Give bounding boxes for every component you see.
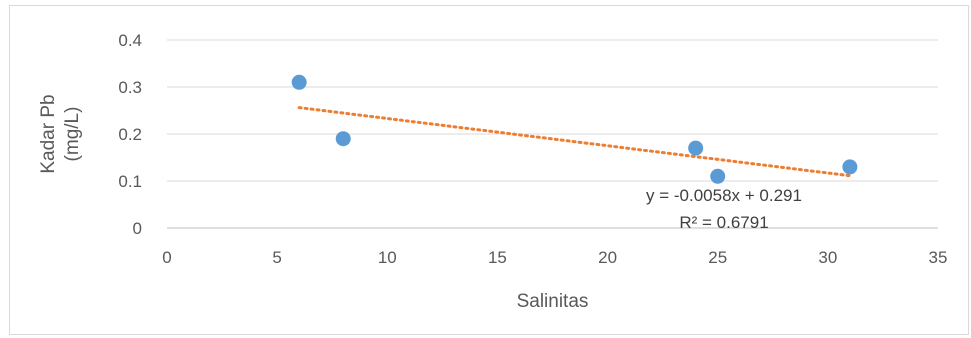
trendline-r-squared: R² = 0.6791 xyxy=(679,213,768,232)
y-axis-title: Kadar Pb (mg/L) xyxy=(38,94,83,173)
y-tick-labels: 0 0.1 0.2 0.3 0.4 xyxy=(118,31,142,238)
trendline xyxy=(297,106,852,178)
y-axis-title-line-1: Kadar Pb xyxy=(38,94,59,173)
trendline-equation: y = -0.0058x + 0.291 xyxy=(646,186,802,205)
data-point xyxy=(291,74,307,90)
x-tick-label: 20 xyxy=(598,248,617,267)
x-tick-label: 35 xyxy=(929,248,948,267)
x-tick-label: 15 xyxy=(488,248,507,267)
y-tick-label: 0 xyxy=(133,219,142,238)
y-axis-title-line-2: (mg/L) xyxy=(62,107,83,162)
data-point xyxy=(335,131,351,147)
data-point xyxy=(710,168,726,184)
gridlines xyxy=(167,39,938,182)
data-point xyxy=(842,159,858,175)
x-axis-title: Salinitas xyxy=(517,291,589,312)
data-points xyxy=(291,74,858,184)
x-tick-label: 5 xyxy=(272,248,281,267)
y-tick-label: 0.1 xyxy=(118,172,142,191)
y-tick-label: 0.2 xyxy=(118,125,142,144)
y-tick-label: 0.4 xyxy=(118,31,142,50)
data-point xyxy=(688,140,704,156)
x-tick-labels: 0 5 10 15 20 25 30 35 xyxy=(162,248,947,267)
x-tick-label: 25 xyxy=(708,248,727,267)
chart-area xyxy=(9,5,969,335)
x-tick-label: 0 xyxy=(162,248,171,267)
y-tick-label: 0.3 xyxy=(118,78,142,97)
x-tick-label: 30 xyxy=(818,248,837,267)
x-tick-label: 10 xyxy=(378,248,397,267)
